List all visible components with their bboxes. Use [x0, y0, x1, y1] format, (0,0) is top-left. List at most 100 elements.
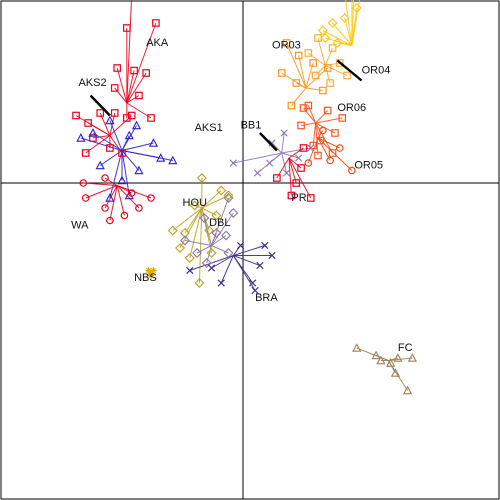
point-nbs-0 — [150, 267, 157, 274]
point-or03-5 — [292, 79, 301, 87]
point-or06-1 — [338, 114, 347, 122]
point-hou-11 — [206, 248, 217, 258]
point-aks2-8 — [81, 149, 90, 157]
link-line-bra-7 — [220, 255, 234, 284]
link-line-dbl-8 — [211, 232, 217, 246]
point-hou-4 — [179, 228, 190, 238]
point-nbs-2 — [145, 267, 152, 274]
point-fc-0 — [352, 343, 362, 352]
point-hou-6 — [184, 253, 195, 263]
link-line-pr-0 — [288, 157, 312, 199]
point-bra-0 — [261, 241, 269, 250]
link-line-aks1-0 — [80, 137, 123, 151]
link-line-or06-1 — [315, 117, 343, 124]
point-aks2-2 — [96, 109, 105, 117]
point-bb1-3 — [295, 154, 303, 162]
link-line-bra-5 — [211, 255, 234, 269]
point-fc-5 — [402, 385, 413, 395]
point-bb1-4 — [280, 129, 288, 137]
point-hou-2 — [223, 190, 234, 201]
point-dbl-1 — [228, 208, 239, 218]
point-hou-7 — [194, 278, 205, 288]
group-label-aks2: AKS2 — [78, 77, 106, 89]
point-wa-2 — [120, 211, 129, 220]
link-line-wa-4 — [104, 177, 118, 186]
group-label-bra: BRA — [255, 292, 278, 304]
group-label-hou: HOU — [183, 197, 208, 209]
link-line-aks1-9 — [92, 132, 123, 151]
point-dbl-2 — [221, 230, 232, 241]
point-fc-3 — [407, 353, 418, 362]
link-line-or03-3 — [305, 62, 314, 89]
point-or06-9 — [299, 104, 308, 112]
link-line-hou-8 — [172, 207, 203, 231]
point-bb1-2 — [266, 159, 274, 167]
point-aka-7 — [110, 84, 119, 92]
link-line-hou-1 — [201, 190, 222, 209]
group-label-fc: FC — [398, 342, 413, 354]
link-line-aka-9 — [126, 102, 152, 119]
link-line-or02-9 — [322, 30, 353, 46]
point-aka-3 — [113, 64, 121, 72]
point-aks1-9 — [88, 128, 98, 137]
point-wa-0 — [81, 194, 90, 202]
point-aks1-12 — [124, 130, 134, 140]
link-line-aka-6 — [126, 95, 140, 104]
point-or04-3 — [343, 71, 351, 80]
point-bb1-1 — [253, 169, 262, 177]
point-or05-3 — [304, 159, 313, 167]
point-bra-5 — [207, 264, 216, 272]
point-or05-4 — [319, 126, 327, 135]
point-or06-0 — [323, 106, 332, 115]
link-line-bb1-0 — [233, 152, 282, 164]
link-line-or02-8 — [337, 42, 352, 46]
point-or03-3 — [309, 59, 317, 67]
link-line-or03-5 — [296, 82, 307, 89]
point-bra-3 — [249, 279, 257, 287]
point-pr-0 — [306, 194, 315, 202]
point-bra-1 — [268, 251, 276, 260]
link-line-pr-5 — [288, 147, 304, 159]
point-bb1-0 — [229, 159, 237, 167]
point-aks2-0 — [72, 111, 80, 120]
point-wa-7 — [147, 194, 155, 202]
point-aka-9 — [147, 114, 155, 122]
point-bb1-5 — [307, 144, 315, 152]
link-line-hou-6 — [189, 207, 203, 259]
point-aka-2 — [123, 24, 131, 32]
group-label-nbs: NBS — [134, 272, 157, 284]
point-aks1-7 — [117, 175, 127, 185]
point-bb1-7 — [268, 139, 276, 147]
link-line-aks1-12 — [121, 135, 130, 151]
link-line-aka-8 — [126, 70, 135, 104]
point-or05-0 — [348, 166, 356, 175]
callout-line-aks2 — [89, 94, 111, 117]
point-aka-4 — [142, 69, 151, 77]
link-line-or02-0 — [345, 0, 353, 46]
point-or02-4 — [351, 3, 362, 13]
link-line-or06-6 — [300, 122, 316, 126]
point-fc-7 — [376, 355, 386, 365]
point-or03-1 — [294, 51, 303, 60]
point-or06-4 — [316, 136, 325, 145]
point-or06-2 — [331, 129, 339, 137]
link-line-or03-1 — [298, 55, 307, 89]
callout-line-or04 — [336, 59, 363, 82]
point-or02-8 — [332, 38, 343, 48]
point-or02-7 — [320, 33, 331, 43]
link-line-or06-9 — [303, 107, 316, 124]
point-dbl-5 — [192, 248, 202, 258]
link-line-or03-0 — [286, 42, 307, 89]
point-or02-6 — [327, 18, 338, 28]
points-layer — [72, 3, 418, 395]
link-line-bb1-6 — [281, 152, 288, 174]
link-line-aks1-10 — [121, 150, 130, 196]
link-line-or02-6 — [332, 22, 353, 46]
point-hou-5 — [175, 243, 186, 253]
point-dbl-7 — [199, 213, 210, 223]
link-line-aka-4 — [126, 72, 147, 104]
point-or04-5 — [326, 79, 334, 87]
group-label-or06: OR06 — [337, 102, 366, 114]
link-line-or05-1 — [317, 137, 331, 161]
